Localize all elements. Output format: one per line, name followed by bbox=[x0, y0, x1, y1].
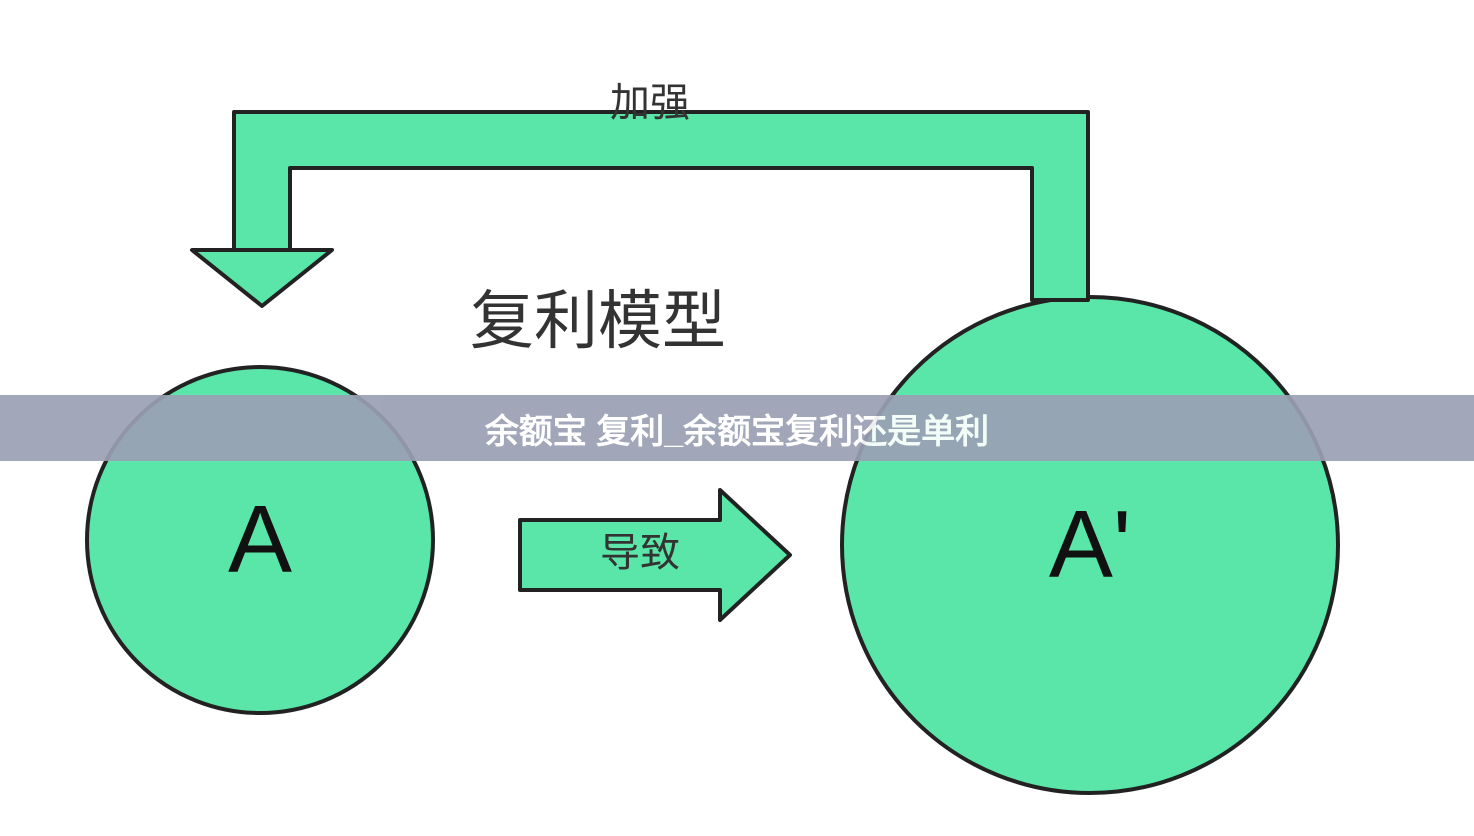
diagram-canvas: AA'复利模型导致加强余额宝 复利_余额宝复利还是单利 bbox=[0, 0, 1474, 836]
arrow-reinforce-label: 加强 bbox=[610, 70, 690, 128]
overlay-caption: 余额宝 复利_余额宝复利还是单利 bbox=[0, 395, 1474, 461]
